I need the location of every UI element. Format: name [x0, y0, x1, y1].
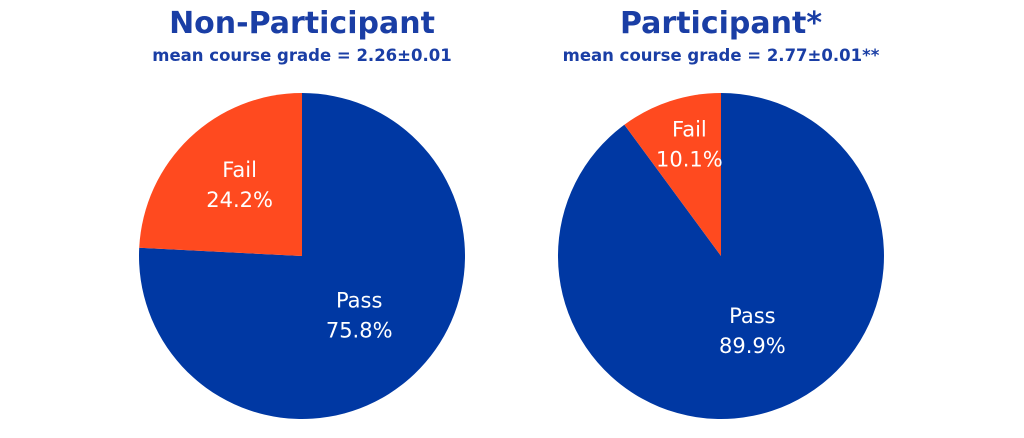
chart-participant: Participant* mean course grade = 2.77±0.… [511, 0, 931, 438]
slice-label-pass-value: 75.8% [326, 319, 393, 343]
pie-chart: Pass 89.9% Fail 10.1% [557, 93, 884, 419]
slice-label-fail-name: Fail [672, 118, 707, 142]
slice-label-fail-value: 10.1% [656, 148, 723, 172]
chart-title: Non-Participant [169, 6, 435, 41]
chart-subtitle: mean course grade = 2.77±0.01** [562, 46, 880, 65]
chart-title: Participant* [619, 6, 823, 41]
pie-chart: Pass 75.8% Fail 24.2% [139, 93, 466, 419]
slice-fail [139, 93, 302, 256]
slice-label-pass-name: Pass [336, 289, 382, 313]
slice-pass [557, 93, 884, 419]
slice-pass [139, 93, 466, 419]
slice-label-pass-name: Pass [729, 304, 775, 328]
chart-non-participant: Non-Participant mean course grade = 2.26… [92, 0, 512, 438]
slice-label-pass-value: 89.9% [719, 334, 786, 358]
chart-subtitle: mean course grade = 2.26±0.01 [152, 46, 452, 65]
slice-fail [624, 93, 721, 256]
slice-label-fail-value: 24.2% [206, 188, 273, 212]
slice-label-fail-name: Fail [222, 158, 257, 182]
